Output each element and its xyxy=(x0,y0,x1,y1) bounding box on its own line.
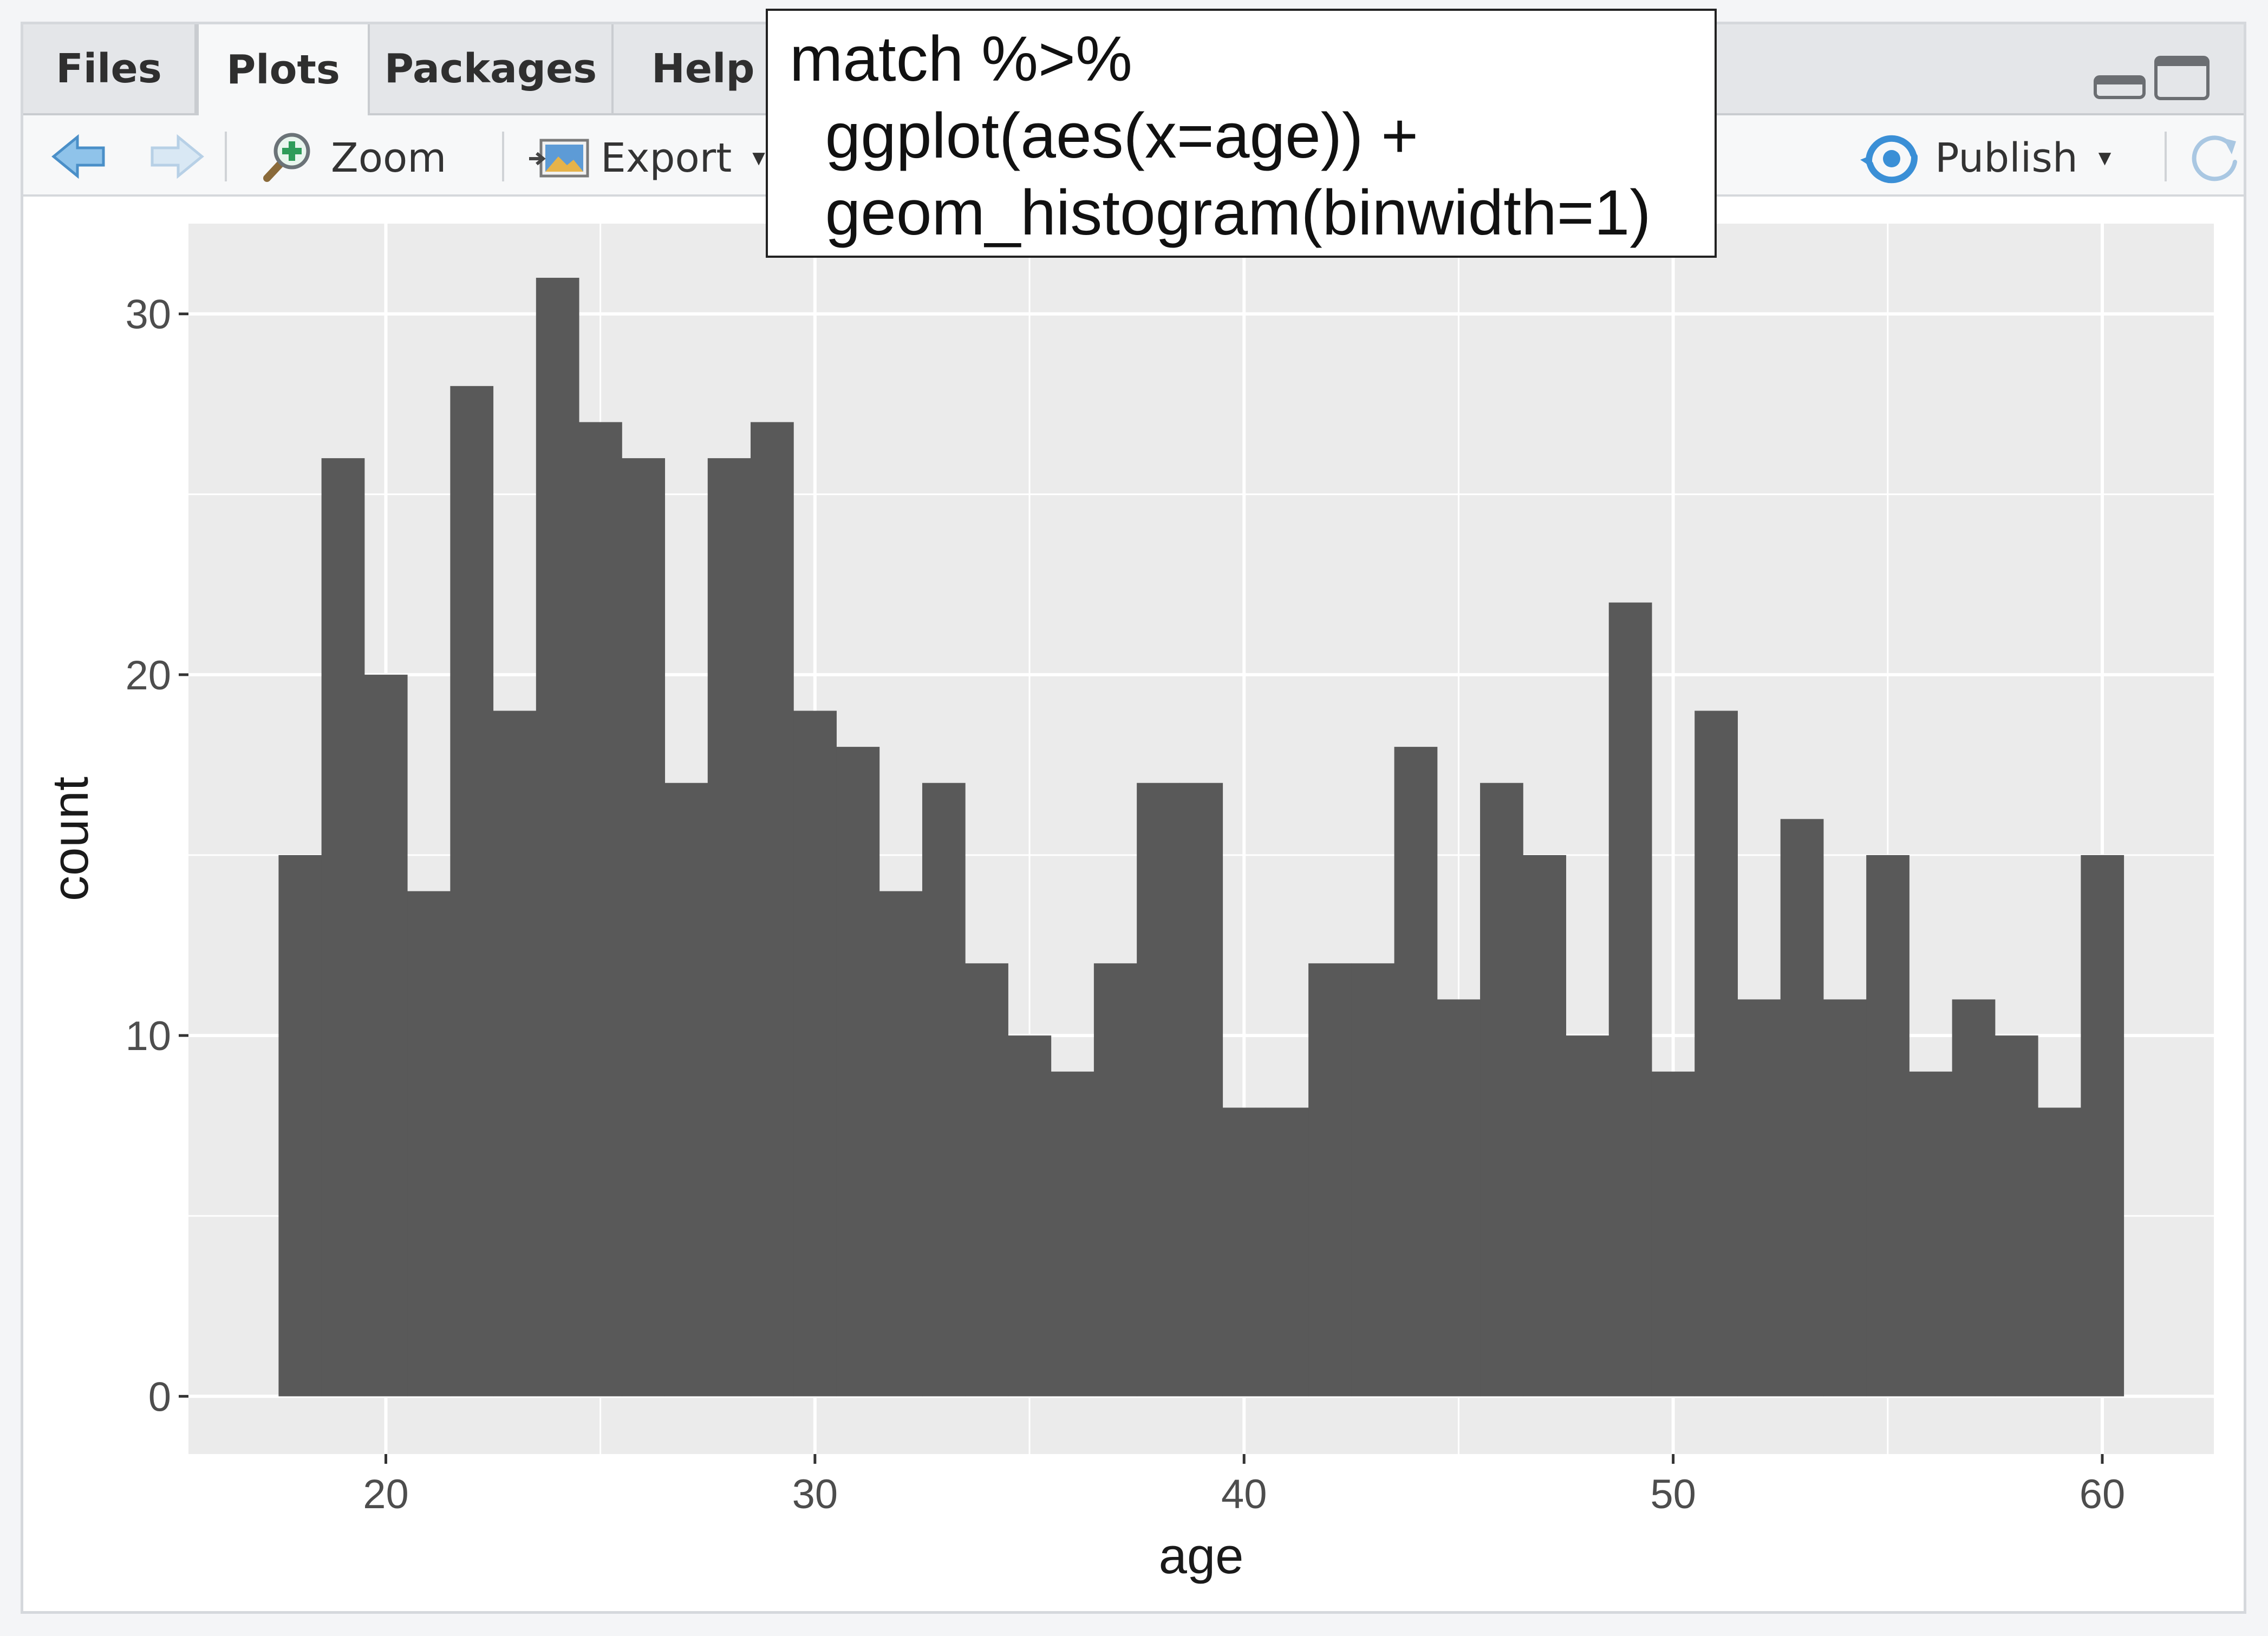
toolbar-separator xyxy=(2165,132,2167,181)
histogram-bar xyxy=(965,963,1008,1397)
histogram-bar xyxy=(1995,1035,2038,1397)
y-axis-title: count xyxy=(42,777,99,901)
code-line: match %>% xyxy=(790,23,1132,95)
publish-label: Publish xyxy=(1935,135,2078,181)
tab-help-label: Help xyxy=(651,45,755,92)
histogram-bar xyxy=(879,891,923,1397)
code-tooltip: match %>% ggplot(aes(x=age)) + geom_hist… xyxy=(766,9,1717,258)
histogram-bar xyxy=(1909,1071,1953,1397)
histogram-bar xyxy=(707,458,751,1397)
histogram-bar xyxy=(922,783,966,1397)
toolbar-separator xyxy=(502,132,504,181)
export-icon xyxy=(529,139,589,178)
x-tick-label: 30 xyxy=(792,1471,838,1517)
histogram-bar xyxy=(1222,1107,1266,1397)
histogram-bar xyxy=(1394,747,1438,1397)
histogram-bar xyxy=(1265,1107,1309,1397)
x-tick-label: 40 xyxy=(1221,1471,1267,1517)
zoom-icon xyxy=(263,133,310,182)
toolbar-separator xyxy=(225,132,227,181)
y-tick-label: 20 xyxy=(125,653,171,699)
histogram-bar xyxy=(1008,1035,1052,1397)
refresh-icon xyxy=(2192,135,2237,181)
histogram-bar xyxy=(793,711,837,1397)
histogram-bar xyxy=(450,386,494,1397)
tab-files[interactable]: Files xyxy=(23,24,197,113)
x-tick-label: 20 xyxy=(363,1471,409,1517)
histogram-bar xyxy=(278,855,322,1397)
publish-button[interactable]: Publish ▼ xyxy=(1859,128,2115,188)
histogram-bar xyxy=(1608,602,1652,1397)
histogram-bar xyxy=(1952,999,1996,1397)
y-tick-label: 10 xyxy=(125,1013,171,1059)
y-tick-label: 30 xyxy=(125,292,171,338)
histogram-bar xyxy=(1051,1071,1094,1397)
histogram-bar xyxy=(1651,1071,1695,1397)
maximize-icon[interactable] xyxy=(2154,56,2210,100)
histogram-bar xyxy=(536,277,579,1397)
publish-icon xyxy=(1860,135,1918,184)
histogram-bar xyxy=(1437,999,1481,1397)
histogram-bar xyxy=(407,891,451,1397)
x-tick-label: 50 xyxy=(1650,1471,1696,1517)
histogram-bar xyxy=(1351,963,1395,1397)
histogram-bar xyxy=(1866,855,1909,1397)
histogram-bar xyxy=(1780,819,1824,1397)
zoom-button[interactable]: Zoom xyxy=(256,128,446,188)
tab-packages-label: Packages xyxy=(384,45,597,92)
back-button[interactable] xyxy=(49,129,109,184)
histogram-bar xyxy=(2038,1107,2081,1397)
histogram-bar xyxy=(836,747,880,1397)
histogram-bar xyxy=(1137,783,1180,1397)
histogram-bar xyxy=(2081,855,2124,1397)
histogram-bar xyxy=(622,458,666,1397)
export-button[interactable]: Export ▼ xyxy=(527,128,770,188)
tab-files-label: Files xyxy=(56,45,162,92)
histogram-bar xyxy=(664,783,708,1397)
publish-dropdown-icon: ▼ xyxy=(2094,146,2116,170)
histogram-bar xyxy=(1737,999,1781,1397)
x-axis-title: age xyxy=(1159,1527,1244,1584)
window-buttons xyxy=(2092,54,2211,106)
export-label: Export xyxy=(601,135,732,181)
tab-packages[interactable]: Packages xyxy=(370,24,614,113)
histogram-bar xyxy=(364,674,408,1397)
minimize-icon[interactable] xyxy=(2094,75,2146,99)
histogram-bar xyxy=(1480,783,1523,1397)
tab-plots-label: Plots xyxy=(226,47,340,93)
zoom-label: Zoom xyxy=(331,135,447,181)
y-tick-label: 0 xyxy=(148,1374,171,1420)
code-line: ggplot(aes(x=age)) + xyxy=(790,100,1418,172)
histogram-bar xyxy=(1523,855,1567,1397)
histogram-bar xyxy=(1093,963,1137,1397)
refresh-button[interactable] xyxy=(2185,128,2245,188)
histogram-bar xyxy=(1695,711,1738,1397)
histogram-bar xyxy=(1566,1035,1609,1397)
forward-button[interactable] xyxy=(147,129,206,184)
histogram-bar xyxy=(1308,963,1352,1397)
forward-arrow-icon xyxy=(151,134,204,179)
histogram-bar xyxy=(751,422,794,1397)
histogram-bar xyxy=(321,458,365,1397)
back-arrow-icon xyxy=(51,134,105,179)
x-tick-label: 60 xyxy=(2080,1471,2126,1517)
histogram-bar xyxy=(493,711,537,1397)
histogram-bar xyxy=(1179,783,1223,1397)
code-line: geom_histogram(binwidth=1) xyxy=(790,177,1651,249)
histogram-bar xyxy=(579,422,622,1397)
histogram-bar xyxy=(1823,999,1867,1397)
tab-plots[interactable]: Plots xyxy=(197,24,370,115)
